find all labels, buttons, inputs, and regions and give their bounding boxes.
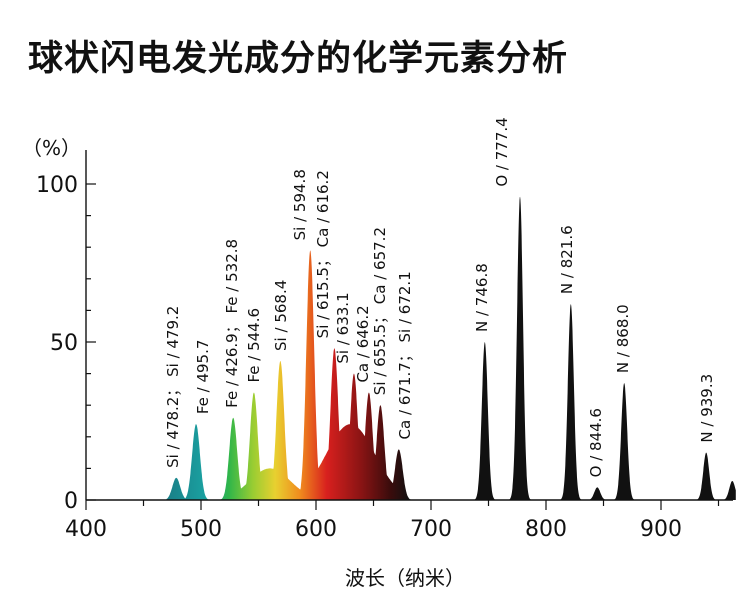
x-tick-label: 800 (525, 517, 567, 542)
y-tick-label: 0 (64, 489, 78, 514)
spectrum-area (166, 196, 736, 500)
y-tick-label: 100 (36, 173, 78, 198)
peak-label: N / 939.3 (698, 374, 716, 443)
spectrum-infrared-area (419, 196, 736, 500)
peak-label: N / 746.8 (473, 263, 491, 332)
peak-label: Si / 615.5； Ca / 616.2 (314, 170, 332, 338)
y-tick-label: 50 (50, 331, 78, 356)
peak-label: Si / 594.8 (291, 169, 309, 240)
peak-label: Ca / 671.7； Si / 672.1 (396, 271, 414, 439)
peak-label: Si / 478.2； Si / 479.2 (164, 306, 182, 468)
peak-label: O / 777.4 (493, 117, 511, 186)
peak-label: Ca / 646.2 (354, 305, 372, 382)
peak-label: N / 868.0 (614, 304, 632, 373)
chart-title: 球状闪电发光成分的化学元素分析 (28, 39, 569, 79)
axes: 400 500 600 700 800 900 0 50 100 （%） 波长（纳米） (22, 136, 733, 590)
x-tick-label: 900 (640, 517, 682, 542)
x-tick-label: 600 (295, 517, 337, 542)
peak-label: Si / 568.4 (272, 280, 290, 351)
y-axis-label: （%） (22, 136, 81, 160)
peak-label: Fe / 495.7 (194, 340, 212, 415)
peak-label: Si / 633.1 (334, 292, 352, 363)
spectrum-visible-area (166, 250, 420, 500)
x-tick-label: 400 (65, 517, 107, 542)
peak-label: Fe / 426.9； Fe / 532.8 (223, 239, 241, 408)
x-axis-label: 波长（纳米） (345, 566, 465, 590)
peak-label: O / 844.6 (587, 408, 605, 477)
x-tick-label: 700 (410, 517, 452, 542)
peak-label: N / 821.6 (558, 225, 576, 294)
peak-label: Si / 655.5； Ca / 657.2 (371, 227, 389, 395)
peak-labels: Si / 478.2； Si / 479.2 Fe / 495.7 Fe / 426… (164, 117, 716, 477)
x-tick-label: 500 (180, 517, 222, 542)
peak-label: Fe / 544.6 (245, 308, 263, 383)
